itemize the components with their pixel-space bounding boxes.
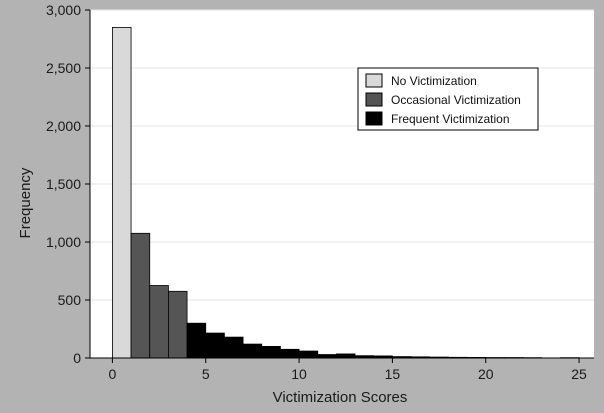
legend-label: No Victimization bbox=[391, 74, 477, 88]
y-axis-ticks: 0 500 1,000 1,500 2,000 2,500 3,000 bbox=[46, 2, 90, 366]
x-tick-label: 0 bbox=[109, 366, 117, 382]
histogram-bar bbox=[298, 350, 319, 359]
legend-box bbox=[357, 67, 539, 131]
y-tick-label: 3,000 bbox=[46, 2, 81, 18]
x-tick-label: 15 bbox=[385, 366, 401, 382]
y-tick-label: 1,500 bbox=[46, 176, 81, 192]
y-tick-label: 500 bbox=[58, 292, 82, 308]
bars bbox=[112, 26, 580, 359]
histogram-bar bbox=[279, 348, 300, 359]
x-tick-label: 25 bbox=[571, 366, 587, 382]
legend-swatch bbox=[365, 92, 383, 107]
legend-swatch bbox=[365, 73, 383, 88]
legend-label: Occasional Victimization bbox=[391, 93, 521, 107]
legend-label: Frequent Victimization bbox=[391, 112, 510, 126]
histogram-bar bbox=[317, 354, 337, 359]
y-tick-label: 2,500 bbox=[46, 60, 81, 76]
histogram-bar bbox=[186, 322, 207, 359]
histogram-bar bbox=[112, 26, 132, 359]
histogram-bar bbox=[130, 232, 151, 359]
histogram-bar bbox=[261, 345, 281, 359]
y-tick-label: 1,000 bbox=[46, 234, 81, 250]
histogram-bar bbox=[149, 285, 169, 359]
y-axis-title: Frequency bbox=[17, 167, 34, 238]
x-tick-label: 10 bbox=[291, 366, 307, 382]
x-axis-ticks: 0 5 10 15 20 25 bbox=[90, 357, 594, 382]
histogram-bar bbox=[242, 343, 263, 359]
histogram-bar bbox=[335, 353, 356, 359]
x-tick-label: 5 bbox=[202, 366, 210, 382]
legend-swatch bbox=[365, 111, 383, 126]
legend: No Victimization Occasional Victimization… bbox=[357, 67, 539, 131]
histogram-bar bbox=[167, 290, 188, 359]
x-tick-label: 20 bbox=[478, 366, 494, 382]
histogram-bar bbox=[205, 332, 225, 359]
histogram-bar bbox=[223, 336, 244, 359]
y-tick-label: 2,000 bbox=[46, 118, 81, 134]
y-tick-label: 0 bbox=[73, 350, 81, 366]
x-axis-title: Victimization Scores bbox=[273, 389, 408, 406]
